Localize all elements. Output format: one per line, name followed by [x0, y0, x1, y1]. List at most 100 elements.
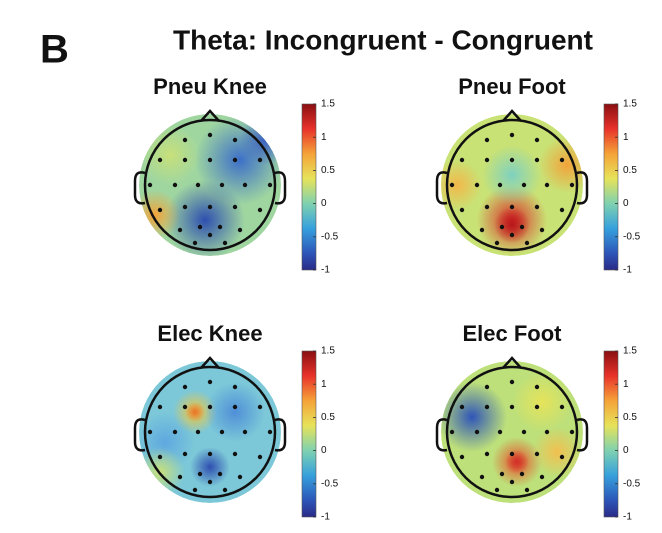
electrode: [257, 157, 263, 163]
electrode: [219, 182, 225, 188]
ear-right: [576, 418, 589, 452]
colorbar-tick-label: -0.5: [321, 231, 339, 242]
electrode: [232, 204, 238, 210]
electrode: [232, 384, 238, 390]
electrode: [497, 182, 503, 188]
electrode: [257, 454, 263, 460]
electrode: [484, 137, 490, 143]
topomap-blob: [185, 402, 205, 422]
ear-right: [274, 418, 287, 452]
colorbar-tick-label: 1: [623, 379, 629, 390]
electrode: [459, 207, 465, 213]
electrode: [474, 429, 480, 435]
electrode: [474, 182, 480, 188]
electrode: [519, 471, 525, 477]
electrode: [559, 207, 565, 213]
electrode: [509, 451, 515, 457]
ear-left: [133, 171, 146, 205]
electrode: [449, 429, 455, 435]
electrode: [217, 471, 223, 477]
ear-right: [274, 171, 287, 205]
electrode: [195, 182, 201, 188]
electrode: [207, 204, 213, 210]
panel-title: Pneu Knee: [153, 74, 267, 99]
colorbar-tick-label: 1: [623, 132, 629, 143]
electrode: [232, 451, 238, 457]
electrode: [222, 240, 228, 246]
electrode: [207, 379, 213, 385]
electrode: [459, 454, 465, 460]
colorbar-tick-label: -1: [321, 512, 330, 523]
topomap-blob: [190, 447, 230, 487]
electrode: [232, 137, 238, 143]
electrode: [509, 157, 515, 163]
colorbar-tick-label: -0.5: [321, 478, 339, 489]
electrode: [182, 451, 188, 457]
electrode: [499, 224, 505, 230]
electrode: [559, 404, 565, 410]
electrode: [222, 487, 228, 493]
colorbar: [301, 350, 317, 518]
colorbar-tick-label: 1: [321, 132, 327, 143]
electrode: [232, 404, 238, 410]
colorbar-tick-label: -0.5: [623, 478, 641, 489]
electrode: [534, 451, 540, 457]
electrode: [509, 404, 515, 410]
electrode: [509, 479, 515, 485]
electrode: [539, 227, 545, 233]
colorbar-tick-label: 0: [321, 445, 327, 456]
head-outline: [445, 118, 579, 252]
electrode: [479, 227, 485, 233]
electrode: [242, 429, 248, 435]
electrode: [207, 451, 213, 457]
electrode: [459, 157, 465, 163]
colorbar-tick-label: 0: [623, 198, 629, 209]
electrode: [157, 157, 163, 163]
electrode: [534, 204, 540, 210]
electrode: [544, 182, 550, 188]
colorbar-tick-label: 1.5: [321, 99, 335, 110]
electrode: [182, 137, 188, 143]
colorbar: [301, 103, 317, 271]
electrode: [569, 182, 575, 188]
electrode: [534, 157, 540, 163]
electrode: [509, 232, 515, 238]
electrode: [559, 454, 565, 460]
panel-title: Elec Knee: [157, 321, 262, 346]
electrode: [267, 429, 273, 435]
electrode: [494, 487, 500, 493]
head-outline: [143, 365, 277, 499]
electrode: [157, 454, 163, 460]
electrode: [509, 379, 515, 385]
colorbar-tick-label: -1: [623, 512, 632, 523]
colorbar: [603, 350, 619, 518]
electrode: [177, 474, 183, 480]
electrode: [207, 479, 213, 485]
colorbar-tick-label: 1.5: [321, 346, 335, 357]
topomap-blob: [512, 372, 572, 432]
nose: [200, 109, 220, 122]
electrode: [192, 240, 198, 246]
colorbar-tick-label: 0.5: [623, 165, 637, 176]
electrode: [521, 182, 527, 188]
electrode: [509, 204, 515, 210]
ear-right: [576, 171, 589, 205]
electrode: [207, 404, 213, 410]
electrode: [219, 429, 225, 435]
electrode: [232, 157, 238, 163]
electrode: [182, 204, 188, 210]
topomap-blob: [165, 180, 245, 256]
electrode: [172, 429, 178, 435]
nose: [502, 356, 522, 369]
electrode: [459, 404, 465, 410]
electrode: [499, 471, 505, 477]
electrode: [449, 182, 455, 188]
electrode: [197, 471, 203, 477]
ear-left: [435, 418, 448, 452]
colorbar-tick-label: -0.5: [623, 231, 641, 242]
topomap-blob: [139, 190, 180, 240]
nose: [502, 109, 522, 122]
electrode: [237, 474, 243, 480]
electrode: [534, 137, 540, 143]
electrode: [157, 207, 163, 213]
